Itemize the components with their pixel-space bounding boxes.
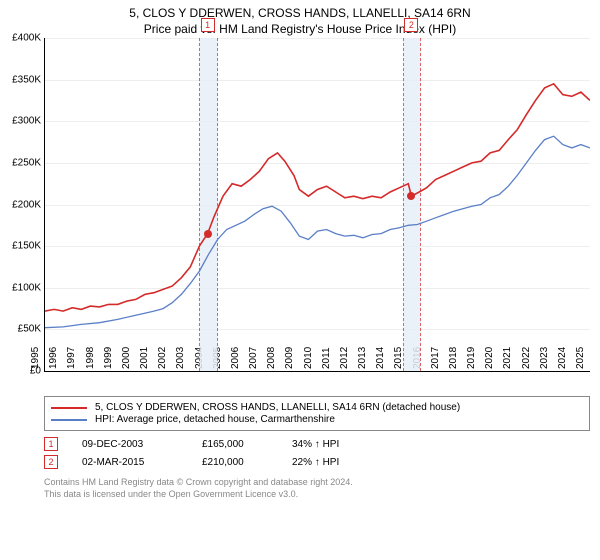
legend-swatch bbox=[51, 407, 87, 409]
series-property bbox=[45, 84, 590, 311]
sale-pct: 34% ↑ HPI bbox=[292, 439, 382, 450]
y-axis-label: £50K bbox=[18, 324, 45, 335]
legend-label: HPI: Average price, detached house, Carm… bbox=[95, 414, 335, 425]
sale-pct: 22% ↑ HPI bbox=[292, 457, 382, 468]
x-axis-label: 1995 bbox=[30, 347, 41, 371]
title-subtitle: Price paid vs. HM Land Registry's House … bbox=[0, 22, 600, 36]
sale-row: 2 02-MAR-2015£210,00022% ↑ HPI bbox=[44, 455, 590, 469]
sale-price: £165,000 bbox=[202, 439, 292, 450]
footer-line1: Contains HM Land Registry data © Crown c… bbox=[44, 477, 590, 489]
y-axis-label: £200K bbox=[12, 199, 45, 210]
legend-label: 5, CLOS Y DDERWEN, CROSS HANDS, LLANELLI… bbox=[95, 402, 460, 413]
footer-attribution: Contains HM Land Registry data © Crown c… bbox=[44, 477, 590, 500]
sales-table: 1 09-DEC-2003£165,00034% ↑ HPI 2 02-MAR-201… bbox=[44, 437, 590, 469]
sale-price: £210,000 bbox=[202, 457, 292, 468]
y-axis-label: £350K bbox=[12, 74, 45, 85]
legend: 5, CLOS Y DDERWEN, CROSS HANDS, LLANELLI… bbox=[44, 396, 590, 431]
plot-region: £0£50K£100K£150K£200K£250K£300K£350K£400… bbox=[44, 38, 590, 372]
series-hpi bbox=[45, 136, 590, 328]
sale-date: 09-DEC-2003 bbox=[82, 439, 202, 450]
chart-lines bbox=[45, 38, 590, 371]
sale-dot bbox=[407, 192, 415, 200]
y-axis-label: £250K bbox=[12, 157, 45, 168]
sale-marker-2: 2 bbox=[404, 18, 418, 32]
footer-line2: This data is licensed under the Open Gov… bbox=[44, 489, 590, 501]
sale-number-box: 2 bbox=[44, 455, 58, 469]
legend-item: 5, CLOS Y DDERWEN, CROSS HANDS, LLANELLI… bbox=[51, 402, 583, 413]
sale-marker-1: 1 bbox=[201, 18, 215, 32]
sale-row: 1 09-DEC-2003£165,00034% ↑ HPI bbox=[44, 437, 590, 451]
legend-item: HPI: Average price, detached house, Carm… bbox=[51, 414, 583, 425]
sale-date: 02-MAR-2015 bbox=[82, 457, 202, 468]
y-axis-label: £400K bbox=[12, 33, 45, 44]
chart: £0£50K£100K£150K£200K£250K£300K£350K£400… bbox=[44, 38, 590, 390]
title-address: 5, CLOS Y DDERWEN, CROSS HANDS, LLANELLI… bbox=[0, 6, 600, 20]
y-axis-label: £150K bbox=[12, 241, 45, 252]
y-axis-label: £300K bbox=[12, 116, 45, 127]
sale-dot bbox=[204, 230, 212, 238]
legend-swatch bbox=[51, 419, 87, 421]
sale-number-box: 1 bbox=[44, 437, 58, 451]
y-axis-label: £100K bbox=[12, 282, 45, 293]
